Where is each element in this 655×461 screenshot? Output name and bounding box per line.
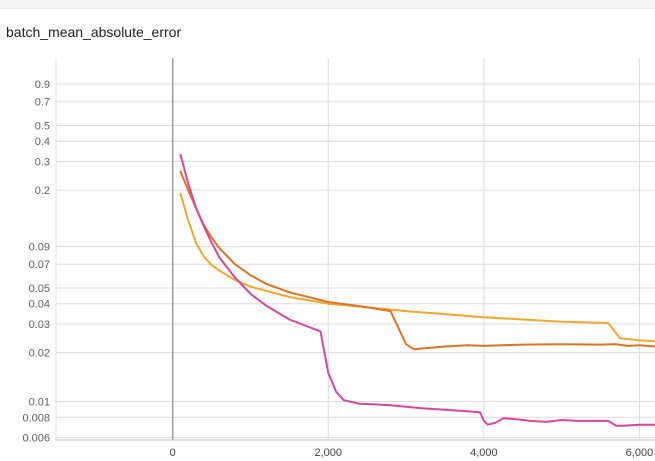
y-tick-label: 0.07 xyxy=(29,259,50,271)
x-tick-label: 6,000 xyxy=(626,447,654,459)
y-tick-label: 0.04 xyxy=(29,299,50,311)
y-gridlines xyxy=(56,83,655,439)
y-tick-label: 0.4 xyxy=(35,136,50,148)
y-tick-label: 0.02 xyxy=(29,348,50,360)
series-line-2[interactable] xyxy=(179,170,655,351)
y-tick-label: 0.5 xyxy=(35,120,50,132)
x-gridlines xyxy=(171,58,640,440)
x-tick-label: 2,000 xyxy=(315,447,343,459)
series-group xyxy=(179,153,655,427)
y-tick-labels: 0.006 0.008 0.01 0.02 0.03 0.04 0.05 0.07 0.09 0.… xyxy=(22,79,50,445)
y-tick-label: 0.7 xyxy=(35,97,50,109)
chart-title: batch_mean_absolute_error xyxy=(6,24,182,40)
y-tick-label: 0.006 xyxy=(22,433,50,445)
y-tick-label: 0.008 xyxy=(22,412,50,424)
y-tick-label: 0.2 xyxy=(35,185,50,197)
y-tick-label: 0.3 xyxy=(35,156,50,168)
y-tick-label: 0.03 xyxy=(29,319,50,331)
x-tick-label: 0 xyxy=(170,447,176,459)
header-band xyxy=(0,0,655,9)
x-tick-label: 4,000 xyxy=(470,447,498,459)
y-tick-label: 0.09 xyxy=(29,241,50,253)
y-tick-label: 0.05 xyxy=(29,283,50,295)
x-tick-labels: 0 2,000 4,000 6,000 xyxy=(170,447,654,459)
y-tick-label: 0.9 xyxy=(35,79,50,91)
series-line-3[interactable] xyxy=(179,153,655,427)
series-line-1[interactable] xyxy=(179,192,655,343)
y-tick-label: 0.01 xyxy=(29,397,50,409)
